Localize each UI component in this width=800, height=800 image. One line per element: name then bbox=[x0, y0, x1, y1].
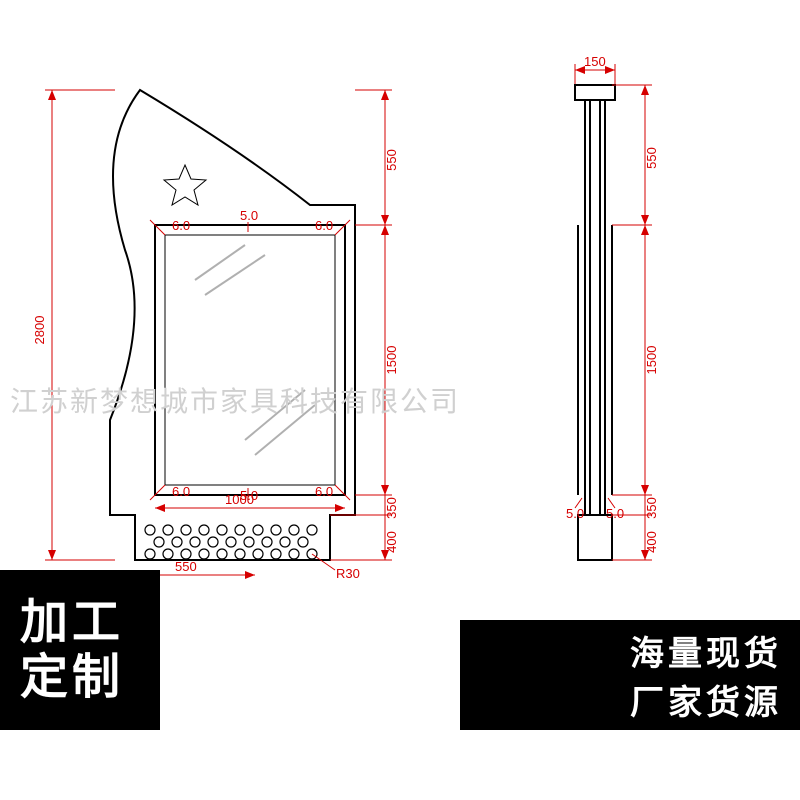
badge-right-line2: 厂家货源 bbox=[478, 675, 782, 724]
svg-text:1500: 1500 bbox=[644, 346, 659, 375]
svg-text:5.0: 5.0 bbox=[606, 506, 624, 521]
badge-processing: 加工 定制 bbox=[0, 570, 160, 730]
dim-right-stack: 550 1500 350 400 bbox=[330, 90, 399, 560]
badge-left-line2: 定制 bbox=[20, 650, 140, 705]
svg-text:400: 400 bbox=[384, 531, 399, 553]
svg-text:350: 350 bbox=[644, 497, 659, 519]
svg-text:2800: 2800 bbox=[32, 316, 47, 345]
badge-right-line1: 海量现货 bbox=[478, 626, 782, 675]
watermark-text: 江苏新梦想城市家具科技有限公司 bbox=[10, 380, 460, 420]
svg-text:550: 550 bbox=[384, 149, 399, 171]
svg-text:350: 350 bbox=[384, 497, 399, 519]
svg-text:5.0: 5.0 bbox=[240, 208, 258, 223]
badge-left-line1: 加工 bbox=[20, 595, 140, 650]
badge-stock: 海量现货 厂家货源 bbox=[460, 620, 800, 730]
star-icon bbox=[164, 165, 206, 205]
svg-text:6.0: 6.0 bbox=[315, 484, 333, 499]
front-view: 2800 550 1500 350 400 bbox=[32, 90, 399, 581]
base-perforation bbox=[145, 525, 317, 559]
dim-overall-height: 2800 bbox=[32, 90, 115, 560]
svg-text:R30: R30 bbox=[336, 566, 360, 581]
svg-text:150: 150 bbox=[584, 54, 606, 69]
side-view: 150 5.0 5.0 bbox=[566, 54, 659, 560]
callout-r30: R30 bbox=[312, 554, 360, 581]
svg-text:5.0: 5.0 bbox=[240, 488, 258, 503]
svg-text:6.0: 6.0 bbox=[172, 218, 190, 233]
callouts-5: 5.0 5.0 bbox=[240, 208, 258, 503]
svg-text:400: 400 bbox=[644, 531, 659, 553]
callouts-6: 6.0 6.0 6.0 6.0 bbox=[150, 218, 350, 500]
svg-text:550: 550 bbox=[175, 559, 197, 574]
svg-text:1500: 1500 bbox=[384, 346, 399, 375]
svg-text:550: 550 bbox=[644, 147, 659, 169]
dim-side-stack: 550 1500 350 400 bbox=[612, 85, 659, 560]
svg-text:6.0: 6.0 bbox=[315, 218, 333, 233]
svg-text:6.0: 6.0 bbox=[172, 484, 190, 499]
svg-text:5.0: 5.0 bbox=[566, 506, 584, 521]
side-callouts: 5.0 5.0 bbox=[566, 498, 624, 521]
